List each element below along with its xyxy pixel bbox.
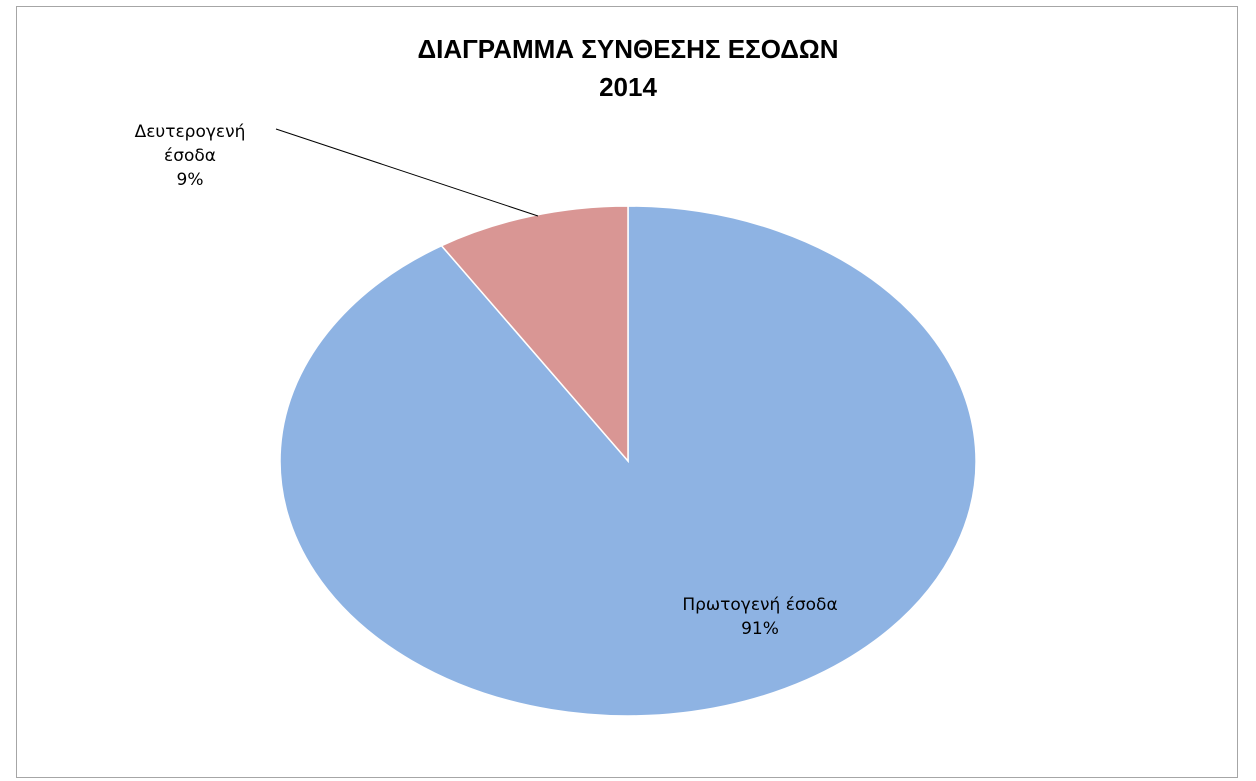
data-label-primary-pct: 91% <box>640 617 880 641</box>
data-label-secondary-pct: 9% <box>90 168 290 192</box>
data-label-primary-name: Πρωτογενή έσοδα <box>640 593 880 617</box>
leader-line-secondary <box>276 129 538 216</box>
data-label-secondary-name-line-2: έσοδα <box>90 144 290 168</box>
data-label-primary: Πρωτογενή έσοδα 91% <box>640 593 880 641</box>
data-label-secondary: Δευτερογενή έσοδα 9% <box>90 120 290 192</box>
data-label-secondary-name-line-1: Δευτερογενή <box>90 120 290 144</box>
